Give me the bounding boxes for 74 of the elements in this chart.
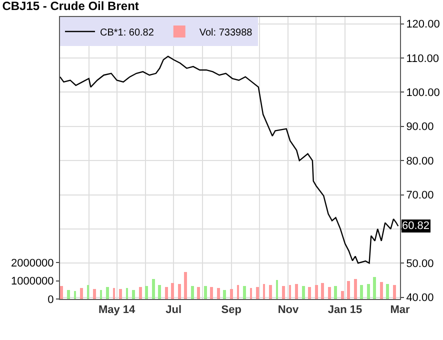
bar (60, 286, 63, 299)
y-tick-label: 80.00 (406, 155, 434, 168)
bar (152, 279, 155, 299)
bar (360, 285, 363, 299)
bar (315, 285, 318, 299)
bar (386, 284, 389, 299)
bar (191, 286, 194, 299)
bar (334, 286, 337, 299)
bar (119, 289, 122, 299)
bar (93, 289, 96, 299)
bar (321, 283, 324, 299)
bar (289, 285, 291, 299)
bar (106, 287, 109, 299)
bar (276, 280, 278, 299)
bar (393, 285, 396, 299)
bar (295, 284, 298, 299)
bar (308, 287, 311, 299)
bar (132, 290, 135, 299)
bar (210, 287, 213, 299)
bar (341, 291, 344, 299)
bar (367, 284, 370, 299)
bar (204, 286, 207, 299)
bar (67, 290, 70, 299)
bar (178, 284, 181, 299)
bar (250, 288, 252, 299)
x-tick-label: Jan 15 (328, 304, 362, 316)
y2-tick-label: 1000000 (10, 276, 54, 288)
y-tick-label: 110.00 (406, 52, 440, 65)
x-tick-label: Sep (221, 304, 242, 316)
bar (373, 277, 376, 299)
x-tick-label: May 14 (98, 304, 136, 316)
bar (165, 287, 168, 299)
bar (217, 288, 220, 299)
line-series (60, 56, 399, 264)
bar (269, 285, 272, 299)
bar (223, 290, 226, 299)
y-tick-label: 70.00 (406, 190, 434, 202)
y2-tick-label: 2000000 (10, 257, 54, 270)
bar (354, 279, 357, 299)
y-tick-label: 50.00 (406, 258, 434, 270)
bar (139, 287, 142, 299)
x-tick-label: Mar (390, 304, 410, 316)
bar (197, 287, 200, 299)
bar (256, 287, 259, 299)
bar (145, 286, 148, 299)
y-tick-label: 100.00 (406, 87, 440, 100)
x-tick-label: Jul (166, 304, 182, 316)
chart-title: CBJ15 - Crude Oil Brent (2, 0, 139, 14)
bar (380, 282, 383, 299)
bar (237, 285, 239, 299)
bar (263, 284, 265, 299)
bar (158, 285, 161, 299)
bar (347, 281, 350, 299)
bar (230, 289, 233, 299)
bar (126, 288, 128, 299)
legend-label: Vol: 733988 (199, 27, 253, 38)
legend-label: CB*1: 60.82 (100, 27, 154, 38)
x-tick-label: Nov (278, 304, 300, 316)
bar (184, 272, 187, 299)
bar (74, 291, 76, 299)
bar (113, 288, 115, 299)
y2-tick-label: 0 (48, 294, 54, 306)
bar (171, 283, 174, 299)
bar (243, 286, 246, 299)
y-tick-label: 120.00 (406, 18, 440, 31)
y-tick-label: 40.00 (406, 292, 434, 304)
bar (302, 286, 305, 299)
bar (100, 290, 102, 299)
bar (328, 287, 331, 299)
bar (80, 288, 83, 299)
y-tick-label: 90.00 (406, 121, 434, 134)
bar (87, 285, 89, 299)
bar (282, 286, 285, 299)
annotation: 60.82 (402, 220, 430, 232)
